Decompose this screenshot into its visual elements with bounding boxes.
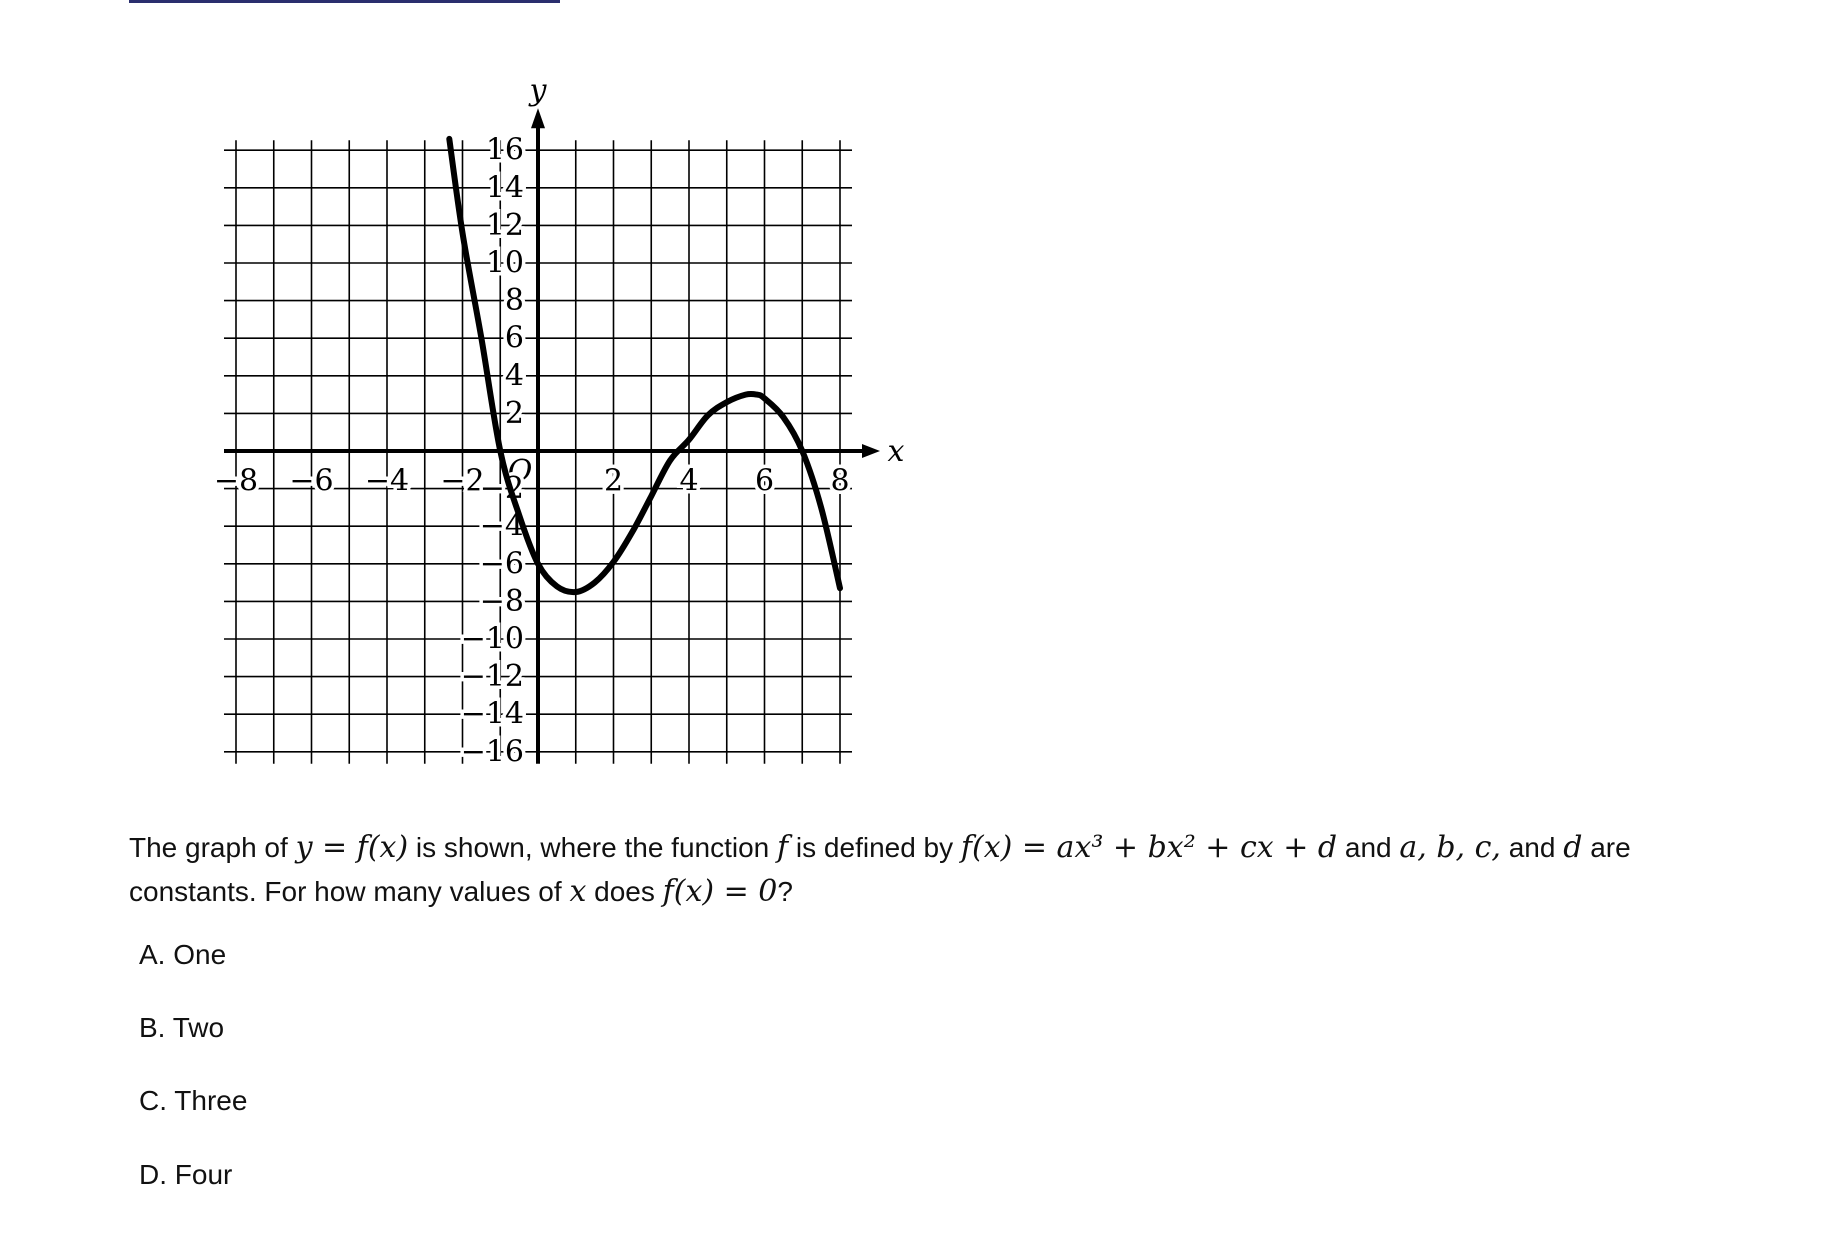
question-text-5: and <box>1500 832 1564 863</box>
math-f: f <box>777 830 789 865</box>
tick-label: 2 <box>505 396 524 431</box>
question-text-2: is shown, where the function <box>408 832 778 863</box>
choice-b[interactable]: B. Two <box>139 1012 225 1043</box>
choice-d[interactable]: D. Four <box>139 1159 233 1190</box>
question-text-4: and <box>1337 832 1400 863</box>
question-text-1: The graph of <box>129 832 296 863</box>
y-axis-label: y <box>528 73 548 108</box>
tick-label: 8 <box>830 464 849 499</box>
tick-label: −12 <box>461 659 524 694</box>
tick-label: −6 <box>289 464 333 499</box>
math-x: x <box>569 874 587 909</box>
x-axis-label: x <box>888 434 905 469</box>
tick-label: 12 <box>486 208 524 243</box>
tick-label: 16 <box>486 133 524 168</box>
tick-label: −6 <box>480 546 524 581</box>
question-text-3: is defined by <box>788 832 961 863</box>
tick-label: 6 <box>755 464 774 499</box>
math-f-x-equals-0: f(x) = 0 <box>662 874 778 909</box>
function-graph: xyO −8 −6 −4 −2 2 4 6 8161412108642−2−4−6−8−10−… <box>210 73 905 773</box>
math-constants-abc: a, b, c, <box>1399 830 1501 865</box>
choice-c[interactable]: C. Three <box>139 1085 248 1116</box>
choice-a[interactable]: A. One <box>139 939 227 970</box>
function-curve <box>446 135 843 596</box>
y-axis-arrow <box>531 108 545 129</box>
question-text-6: are constants. For how many values of <box>129 832 1631 907</box>
tick-label: −8 <box>214 464 258 499</box>
question-text: The graph of y = f(x) is shown, where th… <box>129 826 1729 914</box>
tick-label: −2 <box>440 464 484 499</box>
tick-label: 4 <box>505 358 524 393</box>
tick-label: −16 <box>461 734 524 769</box>
tick-label: 4 <box>679 464 698 499</box>
math-function-definition: f(x) = ax³ + bx² + cx + d <box>960 830 1338 865</box>
curve-layer <box>446 135 843 596</box>
top-divider <box>129 0 560 3</box>
origin-label: O <box>508 454 533 489</box>
tick-labels: −8 −6 −4 −2 2 4 6 8161412108642−2−4−6−8−10−12−1… <box>210 129 853 773</box>
tick-label: 6 <box>505 321 524 356</box>
tick-label: −10 <box>461 622 524 657</box>
x-axis-arrow <box>862 444 880 458</box>
math-constant-d: d <box>1563 830 1583 865</box>
question-text-8: ? <box>777 876 793 907</box>
tick-label: 2 <box>604 464 623 499</box>
tick-label: 8 <box>505 283 524 318</box>
axes: x y O <box>224 73 905 764</box>
tick-label: 10 <box>486 246 524 281</box>
question-text-7: does <box>586 876 663 907</box>
tick-label: −8 <box>480 584 524 619</box>
tick-label: −2 <box>480 471 524 506</box>
tick-label: −14 <box>461 697 524 732</box>
tick-label: 14 <box>486 170 524 205</box>
math-y-equals-f-x: y = f(x) <box>295 830 409 865</box>
tick-label: −4 <box>365 464 409 499</box>
